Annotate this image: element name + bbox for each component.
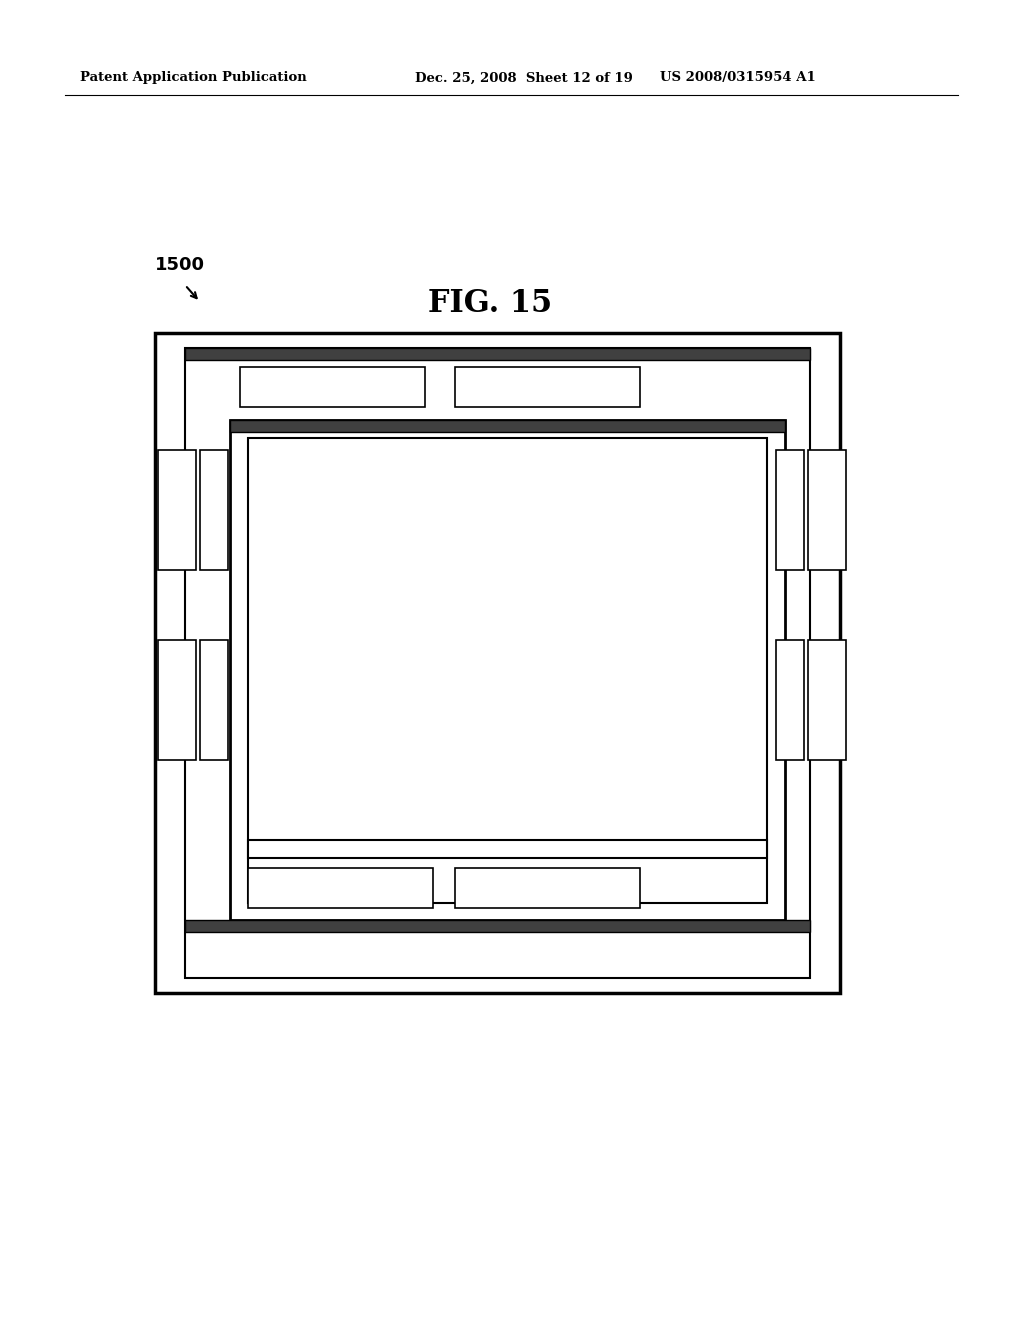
Text: Patent Application Publication: Patent Application Publication xyxy=(80,71,307,84)
Text: US 2008/0315954 A1: US 2008/0315954 A1 xyxy=(660,71,816,84)
Bar xyxy=(776,450,804,570)
Bar xyxy=(200,450,228,570)
Bar xyxy=(200,640,228,760)
Bar xyxy=(158,450,196,570)
Bar xyxy=(776,640,804,760)
Bar xyxy=(185,348,810,978)
Bar xyxy=(808,450,846,570)
Text: Dec. 25, 2008  Sheet 12 of 19: Dec. 25, 2008 Sheet 12 of 19 xyxy=(415,71,633,84)
Bar xyxy=(158,640,196,760)
Bar xyxy=(808,640,846,760)
Bar xyxy=(230,420,785,920)
Bar xyxy=(248,840,767,858)
Bar xyxy=(455,869,640,908)
Bar xyxy=(185,348,810,360)
Bar xyxy=(455,367,640,407)
Bar xyxy=(248,869,433,908)
Bar xyxy=(240,367,425,407)
Bar xyxy=(230,420,785,432)
Bar xyxy=(185,920,810,932)
Bar xyxy=(155,333,840,993)
Bar xyxy=(248,438,767,903)
Text: 1500: 1500 xyxy=(155,256,205,275)
Text: FIG. 15: FIG. 15 xyxy=(428,288,552,318)
